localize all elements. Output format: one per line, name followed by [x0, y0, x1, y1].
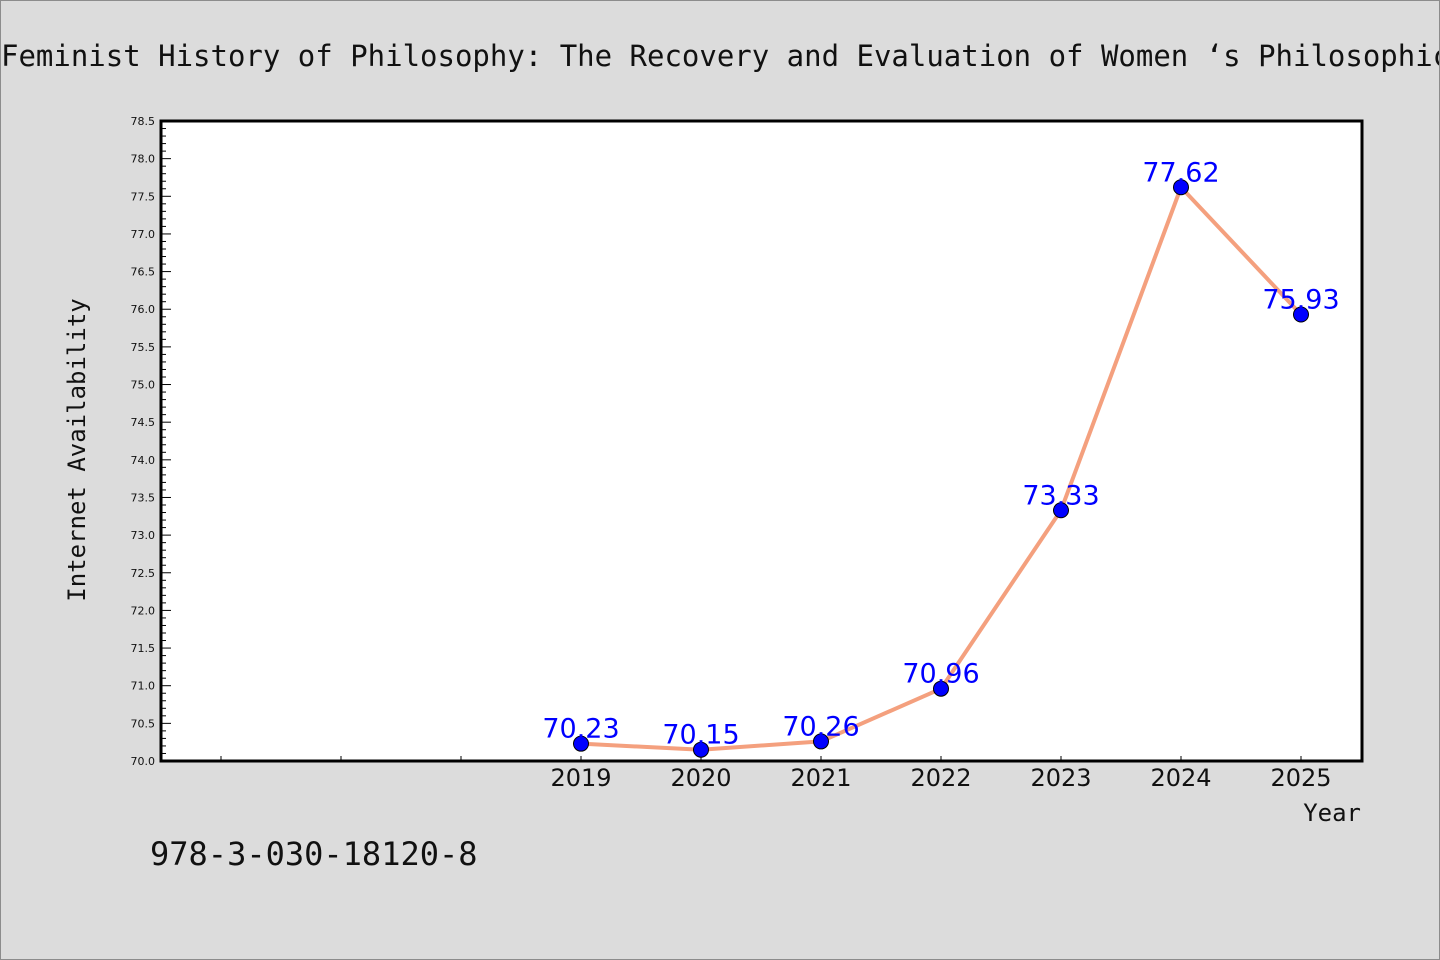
data-point [573, 735, 589, 752]
chart-title: Feminist History of Philosophy: The Reco… [1, 39, 1439, 73]
x-axis: 2019 2020 2021 2022 2023 2024 2025 [220, 756, 1332, 792]
y-tick-label: 71.0 [131, 680, 156, 693]
x-tick-label: 2020 [670, 764, 731, 792]
x-tick-label: 2021 [790, 764, 851, 792]
y-tick-label: 72.0 [131, 604, 156, 617]
data-label: 73.33 [1022, 480, 1099, 511]
y-tick-label: 70.5 [131, 717, 156, 730]
data-point [1173, 179, 1189, 196]
data-label: 77.62 [1142, 157, 1219, 188]
data-label: 70.15 [662, 720, 739, 751]
x-tick-label: 2025 [1270, 764, 1331, 792]
y-tick-label: 77.0 [131, 228, 156, 241]
y-tick-label: 77.5 [131, 190, 156, 203]
data-label: 75.93 [1262, 285, 1339, 316]
data-point [1053, 502, 1069, 519]
x-tick-label: 2022 [910, 764, 971, 792]
data-label: 70.26 [782, 711, 859, 742]
y-tick-label: 74.5 [131, 416, 156, 429]
x-tick-label: 2019 [550, 764, 611, 792]
data-point [813, 733, 829, 750]
x-tick-label: 2024 [1150, 764, 1211, 792]
isbn-text: 978-3-030-18120-8 [150, 835, 478, 873]
y-tick-label: 73.5 [131, 491, 156, 504]
y-tick-label: 72.5 [131, 567, 156, 580]
y-tick-label: 75.5 [131, 341, 156, 354]
y-axis: 70.0 70.5 71.0 71.5 72.0 72.5 73.0 73.5 74.0 74.5… [131, 115, 171, 768]
y-axis-title: Internet Availability [63, 298, 91, 601]
y-tick-label: 78.5 [131, 115, 156, 128]
y-tick-label: 76.0 [131, 303, 156, 316]
data-points [573, 179, 1309, 758]
y-tick-label: 71.5 [131, 642, 156, 655]
y-tick-label: 75.0 [131, 379, 156, 392]
data-labels: 70.23 70.15 70.26 70.96 73.33 77.62 75.93 [542, 157, 1339, 750]
y-tick-label: 76.5 [131, 266, 156, 279]
data-point [1293, 306, 1309, 323]
y-tick-label: 70.0 [131, 755, 156, 768]
x-tick-label: 2023 [1030, 764, 1091, 792]
data-point [693, 741, 709, 758]
data-label: 70.23 [542, 714, 619, 745]
data-label: 70.96 [902, 659, 979, 690]
y-tick-label: 74.0 [131, 454, 156, 467]
plot-area [159, 119, 1364, 763]
x-axis-title: Year [1303, 799, 1361, 827]
data-point [933, 680, 949, 697]
y-tick-label: 78.0 [131, 153, 156, 166]
y-tick-label: 73.0 [131, 529, 156, 542]
